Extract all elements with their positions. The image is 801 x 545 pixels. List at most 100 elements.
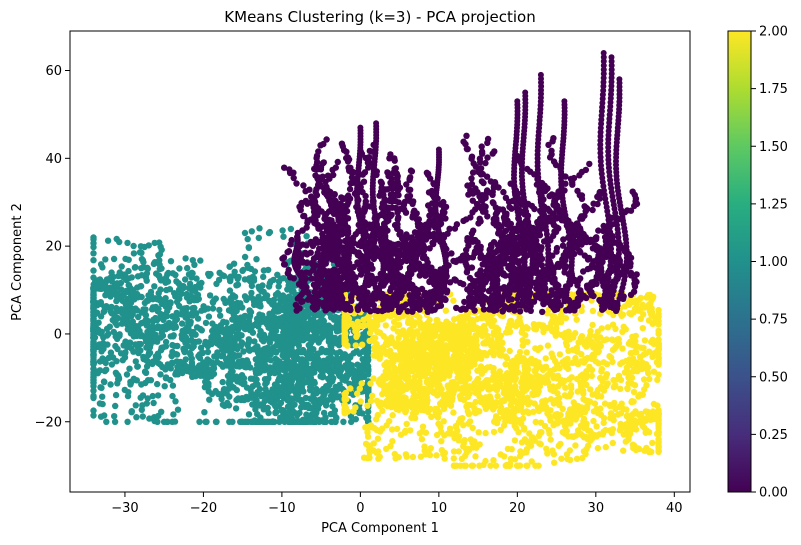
cluster-1-point [144, 297, 152, 304]
cluster-1-point [154, 350, 162, 357]
cluster-1-point [214, 349, 221, 356]
cluster-2-point [523, 349, 530, 356]
cluster-1-point [214, 359, 221, 366]
cluster-2-point [594, 444, 602, 452]
cluster-2-point [522, 398, 529, 406]
cluster-2-point [450, 409, 457, 416]
cluster-2-point [366, 319, 373, 327]
cluster-1-point [138, 255, 146, 263]
cluster-1-point [261, 418, 268, 425]
cluster-2-point [473, 324, 480, 331]
cluster-1-point [142, 306, 149, 313]
cluster-2-point [357, 398, 364, 405]
cluster-2-point [627, 430, 634, 437]
cluster-1-point [170, 411, 177, 418]
cluster-2-point [645, 317, 653, 324]
cluster-1-point [163, 286, 170, 294]
cluster-2-point [455, 448, 462, 455]
cluster-2-point [515, 418, 522, 425]
cluster-2-point [462, 371, 469, 378]
cluster-2-point [452, 430, 460, 437]
cluster-2-point [487, 316, 495, 323]
cluster-1-point [151, 239, 158, 247]
cluster-1-point [130, 242, 137, 250]
cluster-2-point [392, 370, 399, 377]
cluster-1-point [329, 403, 336, 410]
cluster-1-point [116, 269, 124, 276]
cluster-1-point [252, 344, 259, 352]
cluster-2-point [511, 369, 519, 376]
cluster-1-point [109, 354, 117, 361]
cluster-1-point [218, 395, 225, 403]
cluster-1-point [194, 315, 202, 322]
cluster-2-point [430, 359, 438, 366]
cluster-2-point [655, 321, 662, 328]
cluster-1-point [239, 357, 246, 364]
cluster-2-point [591, 400, 599, 407]
cluster-2-point [490, 457, 497, 464]
cluster-1-point [111, 413, 118, 420]
cluster-1-point [146, 349, 154, 357]
cluster-1-point [189, 257, 196, 264]
cluster-1-point [162, 375, 170, 382]
cluster-2-point [523, 449, 530, 456]
cluster-2-point [552, 357, 559, 365]
cluster-1-point [179, 367, 187, 374]
cluster-2-point [521, 357, 529, 364]
cluster-2-point [456, 329, 463, 336]
cluster-1-point [217, 322, 225, 329]
cluster-1-point [296, 348, 304, 355]
cluster-2-point [367, 424, 374, 431]
cluster-2-point [619, 328, 626, 335]
cluster-1-point [90, 317, 97, 325]
cluster-2-point [610, 337, 617, 344]
cluster-1-point [345, 367, 352, 374]
cluster-1-point [364, 358, 371, 365]
cluster-2-point [481, 401, 488, 408]
cluster-1-point [333, 328, 341, 335]
cluster-1-point [125, 281, 132, 289]
cluster-1-point [112, 402, 119, 410]
cluster-2-point [416, 430, 423, 437]
cluster-1-point [216, 342, 223, 349]
cluster-1-point [129, 325, 136, 332]
cluster-1-point [153, 324, 161, 332]
cluster-1-point [260, 334, 267, 341]
cluster-2-point [511, 437, 519, 444]
cluster-2-point [496, 407, 504, 415]
cluster-1-point [140, 264, 147, 271]
cluster-2-point [450, 455, 457, 462]
cluster-1-point [102, 256, 109, 263]
cluster-1-point [185, 285, 193, 292]
cluster-2-point [375, 328, 382, 336]
cluster-1-point [286, 339, 293, 346]
cluster-2-point [589, 321, 596, 329]
cluster-1-point [124, 418, 131, 425]
cluster-1-point [187, 351, 194, 358]
cluster-2-point [539, 401, 546, 408]
cluster-1-point [137, 394, 144, 401]
cluster-1-point [256, 285, 263, 293]
cluster-1-point [159, 315, 166, 323]
cluster-1-point [284, 403, 292, 410]
cluster-2-point [573, 375, 581, 383]
cluster-2-point [582, 422, 590, 429]
cluster-2-point [430, 388, 437, 395]
cluster-1-point [182, 255, 189, 262]
cluster-1-point [359, 356, 366, 363]
cluster-1-point [278, 392, 285, 400]
cluster-2-point [632, 338, 639, 345]
cluster-2-point [535, 387, 542, 395]
cluster-1-point [219, 378, 226, 386]
cluster-1-point [304, 320, 312, 328]
cluster-1-point [264, 404, 271, 412]
cluster-2-point [396, 402, 403, 409]
cluster-1-point [132, 305, 139, 312]
cluster-1-point [126, 311, 133, 318]
cluster-1-point [233, 307, 240, 315]
cluster-1-point [90, 345, 97, 352]
cluster-1-point [295, 387, 303, 394]
cluster-1-point [150, 260, 158, 268]
cluster-1-point [184, 264, 191, 272]
cluster-2-point [653, 430, 661, 438]
